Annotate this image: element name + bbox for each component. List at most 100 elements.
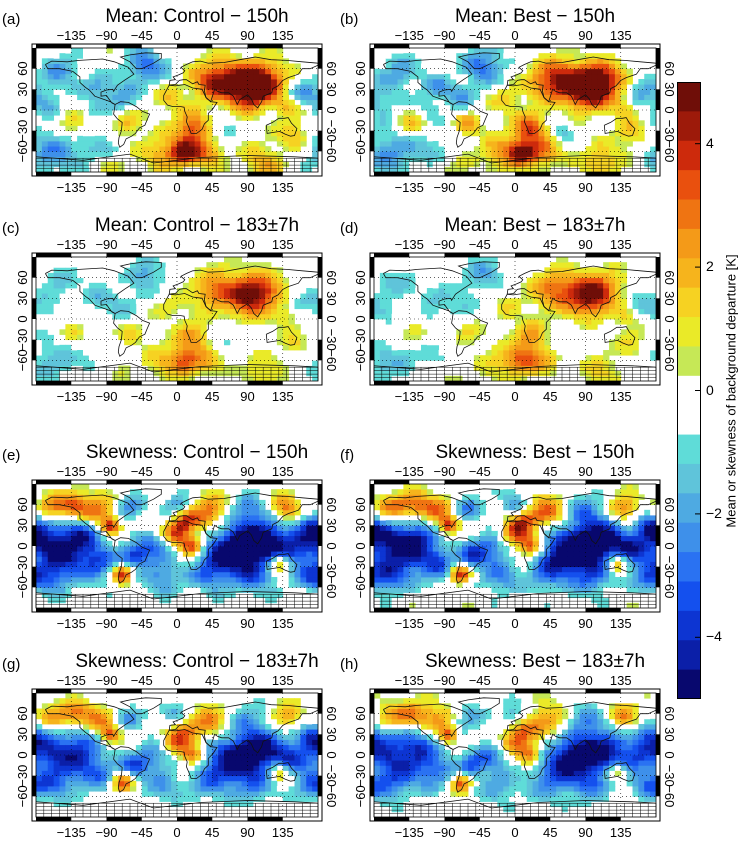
map-panel: (e)Skewness: Control − 150h−135−135−90−9… (2, 442, 347, 647)
lat-tick-label-right: 0 (662, 751, 677, 758)
lat-tick-label-right: 0 (324, 106, 339, 113)
colorbar-swatch (677, 170, 701, 200)
colorbar-swatch (677, 670, 701, 699)
colorbar-swatch (677, 611, 701, 641)
lat-tick-label-right: −30 (324, 765, 339, 787)
lon-tick-label: −45 (131, 28, 153, 43)
lon-tick-label: −90 (95, 28, 117, 43)
lat-tick-label-right: −60 (324, 140, 339, 162)
map-panel: (g)Skewness: Control − 183±7h−135−135−90… (2, 651, 347, 856)
colorbar-swatch (677, 317, 701, 347)
lon-tick-label: −135 (57, 237, 86, 252)
lon-tick-label: −90 (95, 464, 117, 479)
lat-tick-label-left: 0 (353, 751, 368, 758)
lon-tick-label: −90 (95, 237, 117, 252)
lat-tick-label-right: 60 (662, 61, 677, 75)
lat-tick-label-left: −60 (15, 349, 30, 371)
lon-tick-label: 90 (578, 616, 592, 631)
world-map: −135−135−90−90−45−4500454590901351356030… (2, 651, 347, 856)
lat-tick-label-left: 60 (353, 270, 368, 284)
lat-tick-label-right: −60 (662, 576, 677, 598)
colorbar-swatch (677, 405, 701, 435)
colorbar-swatch (677, 581, 701, 611)
lat-tick-label-left: 0 (15, 106, 30, 113)
lon-tick-label: 45 (205, 464, 219, 479)
lon-tick-label: 45 (205, 180, 219, 195)
lon-tick-label: 90 (240, 464, 254, 479)
map-panel: (d)Mean: Best − 183±7h−135−135−90−90−45−… (340, 215, 685, 420)
lon-tick-label: −90 (95, 825, 117, 840)
lat-tick-label-right: 0 (662, 315, 677, 322)
lon-tick-label: −45 (469, 673, 491, 688)
lat-tick-label-left: −30 (353, 556, 368, 578)
lat-tick-label-right: −30 (662, 556, 677, 578)
lat-tick-label-right: 30 (662, 727, 677, 741)
lat-tick-label-left: 30 (353, 82, 368, 96)
lon-tick-label: 90 (240, 180, 254, 195)
lat-tick-label-right: 60 (662, 706, 677, 720)
lat-tick-label-left: −30 (15, 556, 30, 578)
lat-tick-label-right: −30 (662, 765, 677, 787)
lon-tick-label: 0 (173, 464, 180, 479)
lat-tick-label-right: −60 (324, 785, 339, 807)
lon-tick-label: 90 (578, 389, 592, 404)
lat-tick-label-left: 30 (353, 727, 368, 741)
lat-tick-label-left: 60 (15, 61, 30, 75)
lon-tick-label: 90 (578, 464, 592, 479)
colorbar-tick-label: 4 (706, 135, 714, 151)
colorbar (677, 82, 701, 699)
lon-tick-label: 90 (578, 673, 592, 688)
lon-tick-label: 45 (205, 825, 219, 840)
lat-tick-label-left: −60 (15, 785, 30, 807)
lon-tick-label: 135 (272, 389, 294, 404)
lat-tick-label-left: 60 (15, 706, 30, 720)
lon-tick-label: 135 (610, 616, 632, 631)
lon-tick-label: 0 (173, 237, 180, 252)
map-panel: (c)Mean: Control − 183±7h−135−135−90−90−… (2, 215, 347, 420)
lon-tick-label: 90 (240, 673, 254, 688)
lon-tick-label: 0 (511, 464, 518, 479)
colorbar-swatch (677, 200, 701, 230)
lat-tick-label-left: −60 (353, 576, 368, 598)
lat-tick-label-left: 30 (15, 518, 30, 532)
lat-tick-label-right: 30 (324, 518, 339, 532)
lon-tick-label: −135 (57, 28, 86, 43)
lat-tick-label-left: 30 (15, 291, 30, 305)
lon-tick-label: 90 (240, 28, 254, 43)
world-map: −135−135−90−90−45−4500454590901351356030… (340, 651, 685, 856)
world-map: −135−135−90−90−45−4500454590901351356030… (340, 215, 685, 420)
lon-tick-label: 135 (272, 825, 294, 840)
lon-tick-label: 90 (578, 180, 592, 195)
lon-tick-label: 90 (240, 616, 254, 631)
lon-tick-label: 45 (543, 237, 557, 252)
lon-tick-label: 90 (578, 825, 592, 840)
lon-tick-label: 90 (578, 237, 592, 252)
lon-tick-label: −135 (57, 389, 86, 404)
lat-tick-label-left: −30 (15, 329, 30, 351)
lat-tick-label-right: 0 (324, 542, 339, 549)
lon-tick-label: 0 (511, 825, 518, 840)
lat-tick-label-right: 60 (324, 270, 339, 284)
world-map: −135−135−90−90−45−4500454590901351356030… (340, 6, 685, 211)
lon-tick-label: 135 (272, 616, 294, 631)
lon-tick-label: 0 (173, 389, 180, 404)
lon-tick-label: 0 (173, 616, 180, 631)
lon-tick-label: −45 (131, 464, 153, 479)
lat-tick-label-right: 60 (662, 270, 677, 284)
lat-tick-label-right: 60 (324, 497, 339, 511)
lon-tick-label: −135 (395, 464, 424, 479)
lon-tick-label: −45 (469, 28, 491, 43)
lat-tick-label-left: 0 (15, 751, 30, 758)
lon-tick-label: 45 (205, 389, 219, 404)
lon-tick-label: −90 (95, 616, 117, 631)
anomaly-field (36, 484, 318, 603)
lat-tick-label-left: 60 (353, 61, 368, 75)
lon-tick-label: −45 (131, 616, 153, 631)
lat-tick-label-right: 30 (324, 291, 339, 305)
lat-tick-label-right: −30 (662, 120, 677, 142)
lon-tick-label: −135 (57, 616, 86, 631)
lat-tick-label-right: 60 (324, 706, 339, 720)
lon-tick-label: 0 (173, 825, 180, 840)
lon-tick-label: 45 (543, 616, 557, 631)
colorbar-swatch (677, 346, 701, 376)
